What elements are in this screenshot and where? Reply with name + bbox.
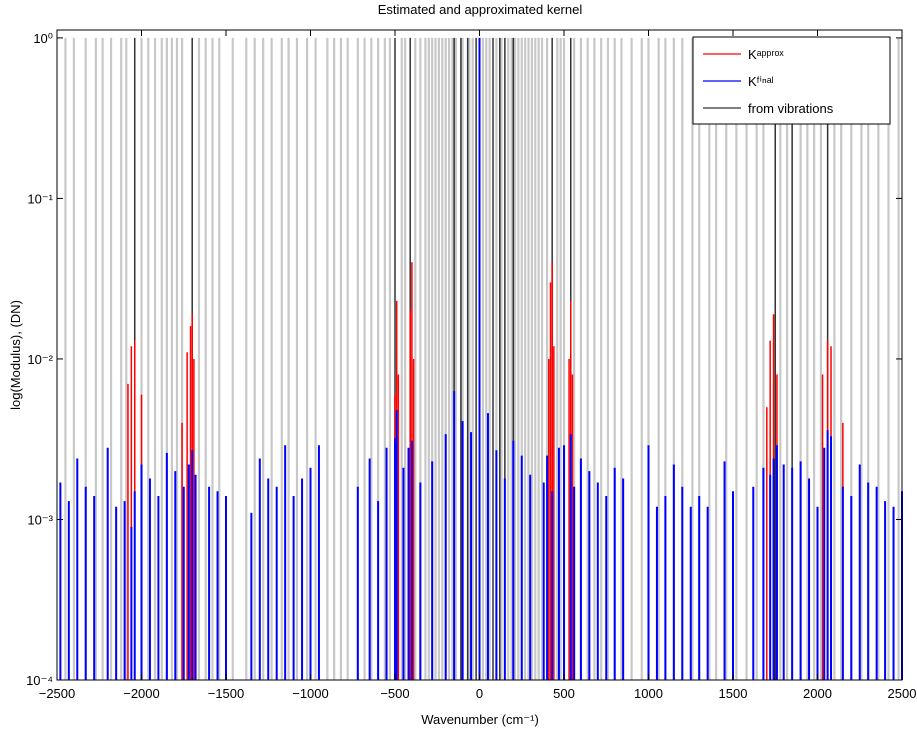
legend-label: Kᶠⁱⁿᵃˡ	[748, 74, 774, 89]
x-axis-label: Wavenumber (cm⁻¹)	[421, 712, 539, 727]
x-tick-label: −1500	[208, 686, 245, 701]
legend-label: Kᵃᵖᵖʳᵒˣ	[748, 47, 784, 62]
x-tick-label: 1500	[719, 686, 748, 701]
chart-title: Estimated and approximated kernel	[378, 2, 583, 17]
x-tick-label: −1000	[292, 686, 329, 701]
y-axis-label: log(Modulus), (DN)	[8, 300, 23, 410]
x-tick-label: 2000	[803, 686, 832, 701]
legend-label: from vibrations	[748, 101, 834, 116]
y-tick-label: 10⁻³	[27, 512, 53, 527]
x-tick-label: 500	[553, 686, 575, 701]
x-tick-label: −2000	[123, 686, 160, 701]
x-tick-label: 1000	[634, 686, 663, 701]
x-tick-label: 2500	[888, 686, 917, 701]
x-tick-label: −2500	[39, 686, 76, 701]
y-tick-label: 10⁰	[33, 31, 53, 46]
y-tick-label: 10⁻⁴	[26, 673, 53, 688]
y-tick-label: 10⁻¹	[27, 191, 53, 206]
x-tick-label: −500	[380, 686, 409, 701]
plot-area: −2500 −2000 −1500 −1000 −500 0 500 1000 1500 2000…	[26, 29, 917, 701]
y-tick-label: 10⁻²	[27, 352, 53, 367]
x-tick-label: 0	[476, 686, 483, 701]
